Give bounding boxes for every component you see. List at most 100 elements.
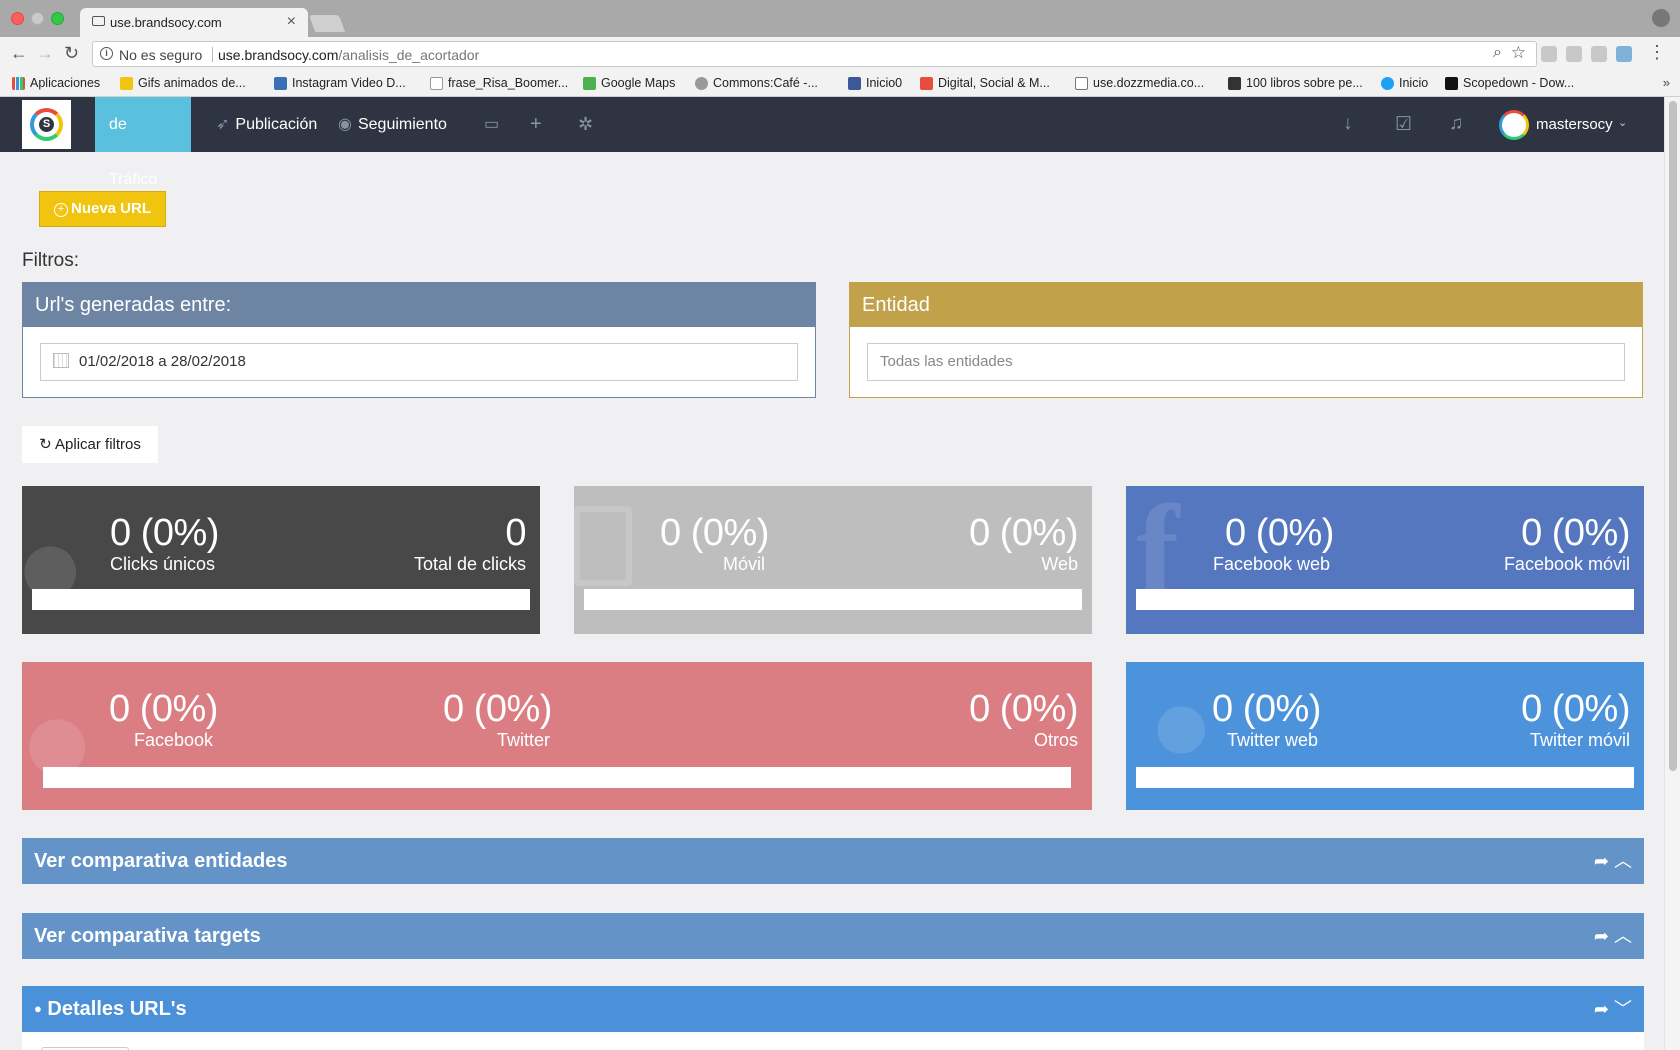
chevron-up-icon[interactable]: ︿ [1614, 926, 1632, 946]
minimize-window-button[interactable] [31, 12, 44, 25]
bookmarks-bar: Aplicaciones Gifs animados de... Instagr… [0, 71, 1680, 97]
gear-icon[interactable]: ✲ [578, 114, 594, 134]
twitter-label: Twitter [497, 730, 551, 750]
twitter-mobile-value: 0 (0%) [1521, 688, 1630, 730]
share-icon[interactable]: ➦ [1593, 926, 1609, 946]
divider [212, 47, 213, 62]
nav-trafico[interactable]: de Tráfico [95, 97, 191, 188]
stat-card-device: 0 (0%) Móvil 0 (0%) Web [574, 486, 1092, 634]
facebook-mobile-label: Facebook móvil [1503, 554, 1630, 574]
download-icon[interactable]: ↓ [1343, 113, 1353, 134]
logo-ring: S [30, 108, 63, 141]
more-bookmarks-icon[interactable]: » [1662, 75, 1670, 90]
stat-card-twitter: ● 0 (0%) Twitter web 0 (0%) Twitter móvi… [1126, 662, 1644, 810]
scopedown-icon [1445, 76, 1458, 90]
zoom-window-button[interactable] [51, 12, 64, 25]
bookmark-item[interactable]: Inicio [1381, 76, 1428, 90]
section-comparativa-entidades[interactable]: Ver comparativa entidades ➦ ︿ [22, 838, 1644, 884]
bookmark-item[interactable]: Gifs animados de... [120, 76, 246, 90]
section-title: Ver comparativa targets [34, 925, 261, 947]
bookmark-apps[interactable]: Aplicaciones [12, 76, 100, 90]
forward-icon[interactable]: → [36, 43, 54, 63]
bookmark-label: Aplicaciones [30, 76, 101, 90]
brandsocy-logo[interactable]: S [22, 100, 71, 149]
nav-publicacion[interactable]: ➶ Publicación [202, 97, 331, 152]
new-url-label: Nueva URL [70, 200, 152, 217]
url-text: use.brandsocy.com/analisis_de_acortador [218, 47, 479, 63]
bookmark-label: frase_Risa_Boomer... [448, 76, 569, 90]
section-comparativa-targets[interactable]: Ver comparativa targets ➦ ︿ [22, 913, 1644, 959]
scrollbar[interactable] [1664, 97, 1680, 1050]
chat-icon[interactable]: ▭ [484, 116, 500, 133]
new-tab-button[interactable] [308, 15, 346, 32]
user-menu[interactable]: mastersocy [1536, 116, 1613, 133]
progress-bar [1136, 589, 1634, 610]
bookmark-item[interactable]: Scopedown - Dow... [1445, 76, 1574, 90]
progress-bar [43, 767, 1071, 788]
back-icon[interactable]: ← [10, 43, 28, 63]
bookmark-item[interactable]: use.dozzmedia.co... [1075, 76, 1204, 90]
share-icon[interactable]: ➦ [1593, 999, 1609, 1019]
app-navbar: S de Tráfico ➶ Publicación ◉ Seguimiento ▭… [0, 97, 1664, 188]
otros-label: Otros [1033, 730, 1078, 750]
apply-filters-button[interactable]: ↻ Aplicar filtros [22, 426, 158, 463]
bookmark-star-icon[interactable]: ☆ [1510, 43, 1526, 62]
twitter-web-value: 0 (0%) [1212, 688, 1321, 730]
entity-select[interactable]: Todas las entidades [867, 343, 1625, 381]
details-control[interactable] [41, 1047, 129, 1050]
entity-placeholder: Todas las entidades [880, 353, 1013, 370]
gif-icon [120, 76, 133, 90]
extension-cast-icon[interactable] [1591, 46, 1607, 62]
extension-doc-icon[interactable] [1566, 46, 1582, 62]
nav-seguimiento[interactable]: ◉ Seguimiento [324, 97, 461, 152]
chevron-down-icon[interactable]: ﹀ [1614, 999, 1632, 1019]
scrollbar-thumb[interactable] [1669, 101, 1677, 771]
check-icon[interactable]: ☑ [1395, 114, 1413, 135]
new-url-button[interactable]: + Nueva URL [39, 191, 166, 227]
close-window-button[interactable] [11, 12, 24, 25]
plus-icon[interactable]: + [530, 113, 542, 135]
twitter-value: 0 (0%) [443, 688, 552, 730]
mobile-label: Móvil [723, 554, 766, 574]
info-icon[interactable]: i [100, 47, 113, 60]
details-body [22, 1032, 1644, 1050]
address-bar[interactable]: i No es seguro use.brandsocy.com/analisi… [92, 41, 1537, 67]
web-value: 0 (0%) [969, 512, 1078, 554]
bookmark-item[interactable]: 100 libros sobre pe... [1228, 76, 1363, 90]
bookmark-item[interactable]: Commons:Café -... [695, 76, 818, 90]
reload-icon[interactable]: ↻ [64, 43, 80, 63]
apply-label: Aplicar filtros [55, 436, 141, 453]
otros-value: 0 (0%) [969, 688, 1078, 730]
chevron-up-icon[interactable]: ︿ [1614, 851, 1632, 871]
date-range-value: 01/02/2018 a 28/02/2018 [79, 353, 246, 370]
video-icon [274, 76, 287, 90]
page-icon [92, 16, 105, 26]
extension-window-icon[interactable] [1616, 46, 1632, 62]
avatar[interactable] [1499, 110, 1529, 140]
bookmark-item[interactable]: Instagram Video D... [274, 76, 406, 90]
bookmark-label: Scopedown - Dow... [1463, 76, 1575, 90]
entity-filter-panel: Entidad Todas las entidades [849, 282, 1643, 398]
bookmark-label: Inicio [1399, 76, 1429, 90]
filters-label: Filtros: [22, 250, 79, 271]
browser-tab[interactable]: use.brandsocy.com × [80, 8, 308, 38]
close-tab-icon[interactable]: × [286, 13, 296, 30]
bookmark-item[interactable]: Inicio0 [848, 76, 902, 90]
bookmark-item[interactable]: frase_Risa_Boomer... [430, 76, 568, 90]
bell-icon[interactable]: ♫ [1449, 113, 1464, 134]
facebook-value: 0 (0%) [109, 688, 218, 730]
bookmark-item[interactable]: Google Maps [583, 76, 675, 90]
date-range-input[interactable]: 01/02/2018 a 28/02/2018 [40, 343, 798, 381]
bookmark-label: Commons:Café -... [713, 76, 818, 90]
section-title: Detalles URL's [47, 998, 187, 1020]
extension-cloud-icon[interactable] [1541, 46, 1557, 62]
chevron-down-icon[interactable]: ⌄ [1618, 117, 1628, 129]
zoom-icon[interactable]: ⌕ [1493, 44, 1502, 61]
profile-icon[interactable] [1652, 9, 1670, 27]
tab-title: use.brandsocy.com [110, 15, 222, 30]
section-controls: ➦ ︿ [1594, 913, 1632, 959]
share-icon[interactable]: ➦ [1593, 851, 1609, 871]
folder-icon [1075, 76, 1088, 90]
bookmark-item[interactable]: Digital, Social & M... [920, 76, 1050, 90]
browser-menu-icon[interactable]: ⋮ [1648, 42, 1666, 62]
